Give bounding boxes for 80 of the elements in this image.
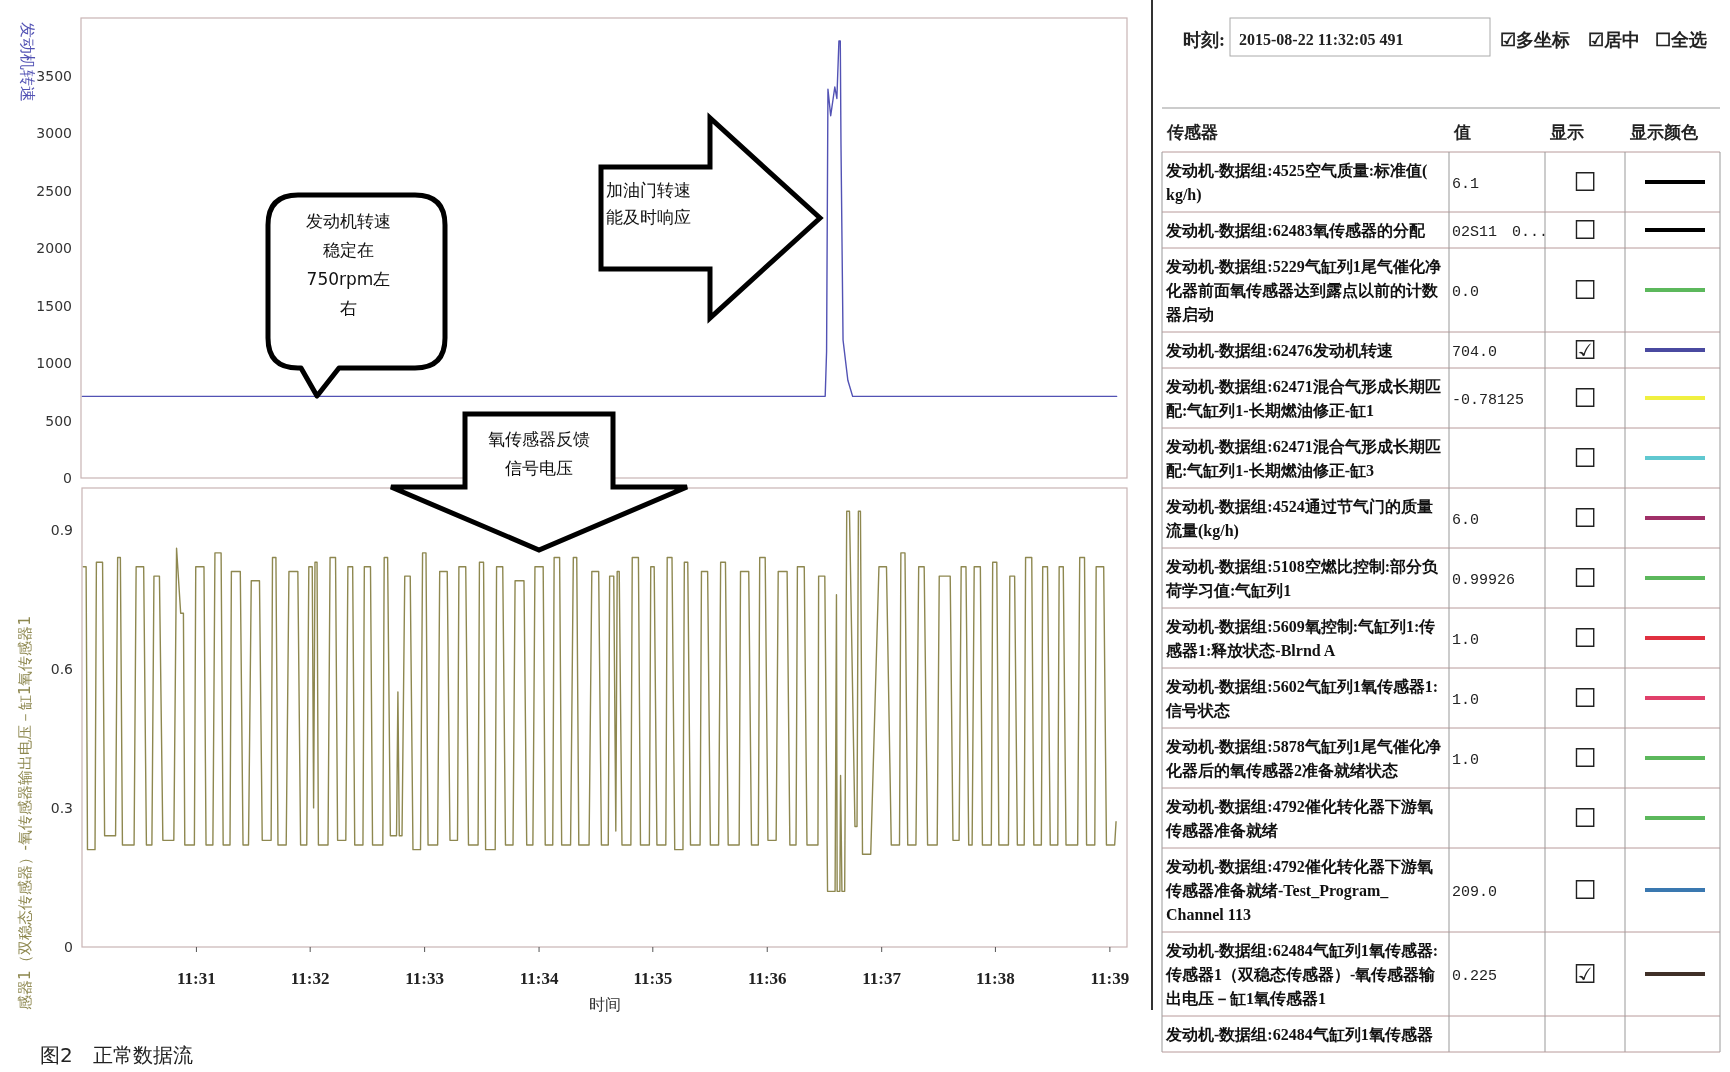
category-label: 发动机-数据组:4792催化转化器下游氧传感器准备就绪 xyxy=(1166,798,1433,839)
category-label: 显示 xyxy=(1549,123,1584,142)
annotation: 氧传感器反馈信号电压 xyxy=(488,429,590,478)
text: ☐全选 xyxy=(1655,30,1707,50)
category-label: 发动机-数据组:4524通过节气门的质量流量(kg/h) xyxy=(1166,498,1433,539)
category-label: 发动机-数据组:62484气缸列1氧传感器:传感器1（双稳态传感器）-氧传感器输出电压－缸1氧传感器1 xyxy=(1166,942,1438,1007)
category-label: 值 xyxy=(1453,123,1471,142)
caption: 图2 正常数据流 xyxy=(40,1043,193,1067)
text: ☐ xyxy=(1573,683,1597,713)
text: 02S11 0... xyxy=(1452,224,1549,241)
x-tick-label: 11:32 xyxy=(290,969,330,988)
line-series xyxy=(82,510,1117,893)
text: 6.1 xyxy=(1452,176,1480,193)
category-label: 发动机-数据组:62471混合气形成长期匹配:气缸列1-长期燃油修正-缸3 xyxy=(1166,438,1441,479)
y-tick-label: 3500 xyxy=(36,67,72,84)
x-tick-label: 11:39 xyxy=(1090,969,1130,988)
line-series xyxy=(81,40,1118,398)
category-label: 发动机-数据组:5108空燃比控制:部分负荷学习值:气缸列1 xyxy=(1166,558,1438,599)
x-tick-label: 11:37 xyxy=(862,969,902,988)
text: ☑多坐标 xyxy=(1500,30,1570,50)
y-tick-label: 0.3 xyxy=(50,799,73,816)
y-tick-label: 0 xyxy=(64,939,73,955)
category-label: 发动机-数据组:62483氧传感器的分配 xyxy=(1166,222,1425,239)
text: 1.0 xyxy=(1452,632,1480,649)
text: 6.0 xyxy=(1452,512,1480,529)
y-tick-label: 500 xyxy=(45,412,72,429)
category-label: 传感器 xyxy=(1166,123,1218,142)
category-label: 发动机-数据组:4525空气质量:标准值(kg/h) xyxy=(1166,162,1428,203)
text: ☑ xyxy=(1573,959,1597,989)
text: 209.0 xyxy=(1452,884,1498,901)
text: ☐ xyxy=(1573,383,1597,413)
category-label: 显示颜色 xyxy=(1629,123,1699,142)
text: 704.0 xyxy=(1452,344,1498,361)
x-tick-label: 11:35 xyxy=(633,969,673,988)
y-tick-label: 2500 xyxy=(36,182,72,199)
text: ☐ xyxy=(1573,275,1597,305)
category-label: 发动机-数据组:5229气缸列1尾气催化净化器前面氧传感器达到露点以前的计数器启动 xyxy=(1166,258,1441,323)
category-label: 发动机-数据组:62471混合气形成长期匹配:气缸列1-长期燃油修正-缸1 xyxy=(1166,378,1441,419)
x-tick-label: 11:33 xyxy=(405,969,444,988)
y-tick-label: 3000 xyxy=(36,125,72,141)
text: ☐ xyxy=(1573,503,1597,533)
text: ☐ xyxy=(1573,803,1597,833)
y-tick-label: 0.6 xyxy=(50,660,74,677)
category-label: 发动机-数据组:62484气缸列1氧传感器 xyxy=(1166,1026,1433,1043)
text: ☐ xyxy=(1573,875,1597,905)
text: 0.0 xyxy=(1452,284,1480,301)
text: ☐ xyxy=(1573,215,1597,245)
text: 1.0 xyxy=(1452,752,1480,769)
category-label: 发动机-数据组:5602气缸列1氧传感器1:信号状态 xyxy=(1166,678,1438,719)
text: ☐ xyxy=(1573,743,1597,773)
text: ☑居中 xyxy=(1588,30,1640,50)
y-tick-label: 0 xyxy=(63,470,72,486)
text: -0.78125 xyxy=(1452,392,1525,409)
x-axis-title: 时间 xyxy=(588,995,621,1014)
text: ☐ xyxy=(1573,563,1597,593)
text: ☐ xyxy=(1573,167,1597,197)
x-tick-label: 11:34 xyxy=(519,969,559,988)
category-label: 发动机-数据组:5609氧控制:气缸列1:传感器1:释放状态-Blrnd A xyxy=(1166,618,1436,659)
category-label: 发动机-数据组:5878气缸列1尾气催化净化器后的氧传感器2准备就绪状态 xyxy=(1166,738,1441,779)
x-tick-label: 11:38 xyxy=(976,969,1015,988)
text: 时刻: xyxy=(1183,30,1225,50)
text: ☐ xyxy=(1573,623,1597,653)
category-label: 发动机-数据组:4792催化转化器下游氧传感器准备就绪-Test_Program_Channel 113 xyxy=(1166,858,1433,923)
y-axis-title: 发动机转速 xyxy=(18,22,37,102)
y-tick-label: 1500 xyxy=(36,297,72,314)
text: 0.99926 xyxy=(1452,572,1516,589)
y-tick-label: 2000 xyxy=(36,240,72,256)
y-tick-label: 0.9 xyxy=(50,521,73,538)
text: ☑ xyxy=(1573,335,1597,365)
y-axis-title: 感器1（双稳态传感器）-氧传感器输出电压－缸1氧传感器1 xyxy=(16,615,34,1010)
annotation: 发动机转速稳定在750rpm左右 xyxy=(306,211,391,318)
category-label: 发动机-数据组:62476发动机转速 xyxy=(1166,342,1393,359)
text: 1.0 xyxy=(1452,692,1480,709)
x-tick-label: 11:36 xyxy=(747,969,787,988)
text: ☐ xyxy=(1573,443,1597,473)
y-tick-label: 1000 xyxy=(36,355,72,371)
text: 0.225 xyxy=(1452,968,1498,985)
x-tick-label: 11:31 xyxy=(177,969,216,988)
text: 2015-08-22 11:32:05 491 xyxy=(1239,31,1404,48)
annotation: 加油门转速能及时响应 xyxy=(606,180,691,227)
